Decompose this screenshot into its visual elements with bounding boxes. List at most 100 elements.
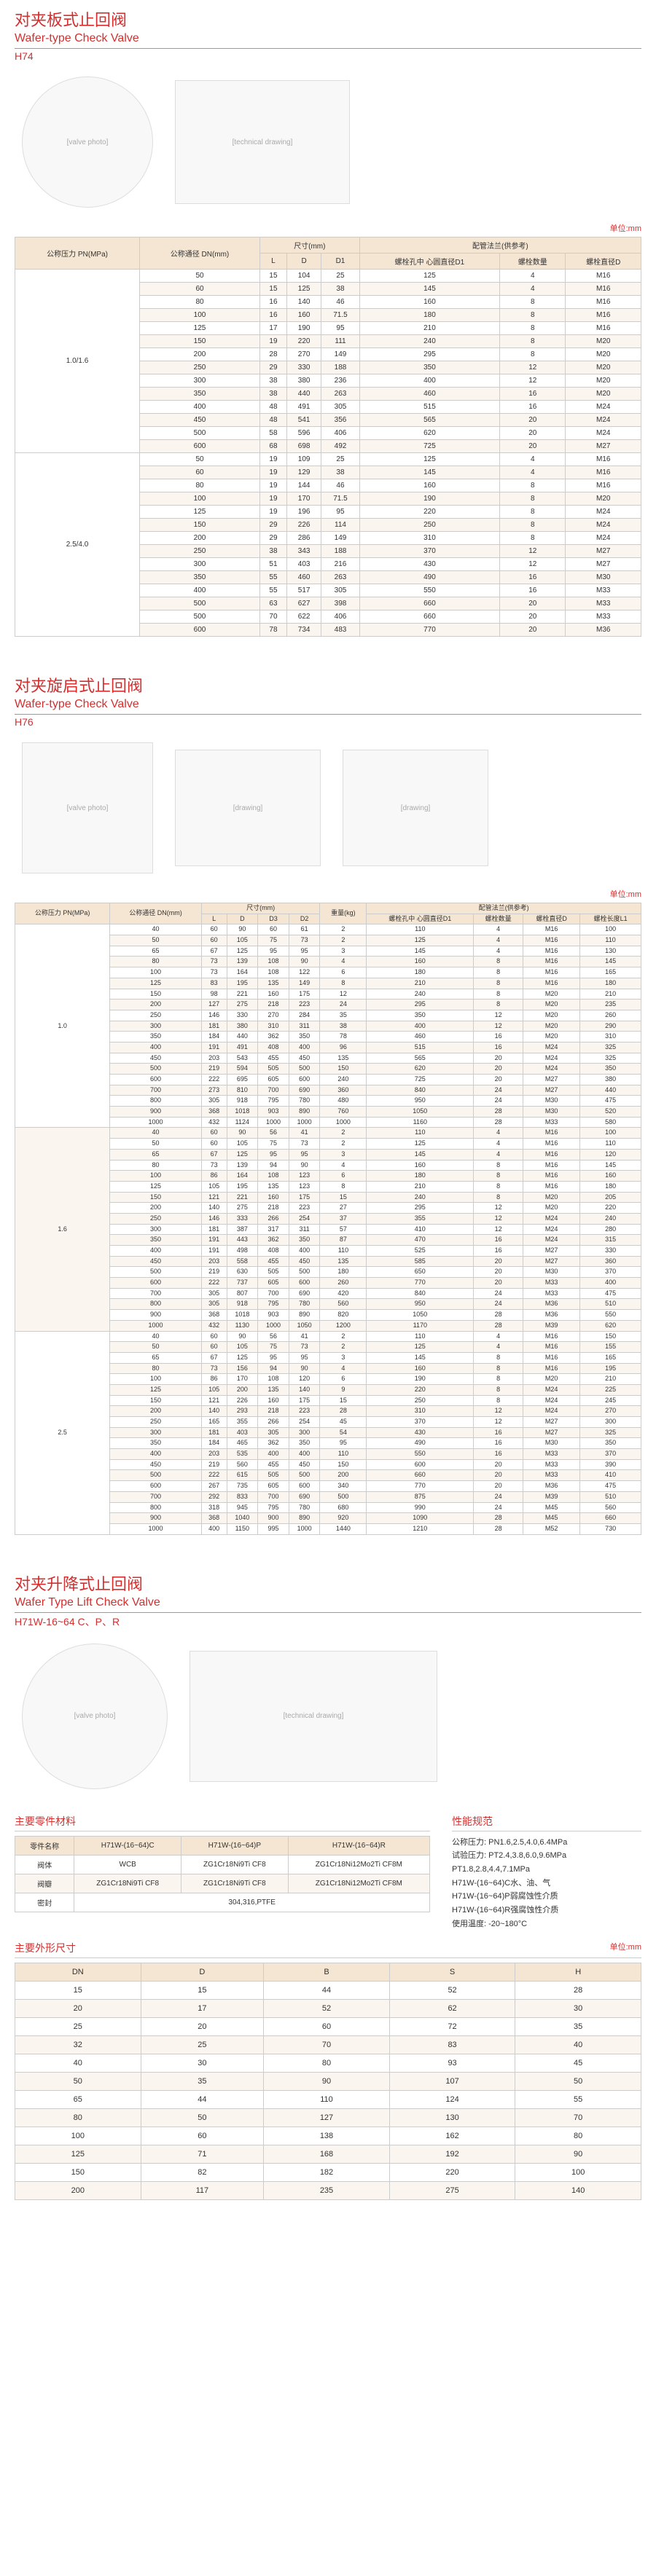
cell: 56 [258,1128,289,1139]
cell: 622 [286,610,321,624]
cell: 125 [110,1384,201,1395]
cell: 475 [580,1288,641,1299]
cell: 105 [227,1342,258,1353]
cell: 82 [141,2164,264,2182]
cell: 140 [515,2182,641,2200]
cell: 125 [140,506,260,519]
cell: 500 [110,1267,201,1278]
cell: 90 [289,957,320,967]
cell: 80 [110,1363,201,1374]
cell: M16 [523,1352,580,1363]
cell: 350 [580,1064,641,1075]
cell: 160 [258,989,289,1000]
cell: 500 [140,610,260,624]
cell: ZG1Cr18Ni12Mo2Ti CF8M [288,1855,429,1874]
cell: 408 [258,1246,289,1257]
cell: 510 [580,1299,641,1310]
cell: 28 [515,1982,641,2000]
section-h76: 对夹旋启式止回阀 Wafer-type Check Valve H76 [val… [0,666,656,1542]
cell: 8 [474,967,523,978]
h71-materials-col: 主要零件材料 零件名称H71W-(16~64)CH71W-(16~64)PH71… [15,1804,430,1931]
cell: 660 [359,610,500,624]
h76-model: H76 [15,716,641,728]
cell: 295 [367,1203,474,1214]
cell: 1000 [258,1117,289,1128]
cell: 123 [289,1171,320,1182]
cell: 406 [321,427,359,440]
cell: M20 [523,1203,580,1214]
cell: 138 [264,2127,390,2145]
cell: 125 [110,978,201,989]
table-row: 1257116819290 [15,2145,641,2164]
cell: 17 [259,322,286,335]
cell: 8 [474,1363,523,1374]
table-row: 50359010750 [15,2073,641,2091]
spec-list: 公称压力: PN1.6,2.5,4.0,6.4MPa试验压力: PT2.4,3.… [452,1836,641,1931]
cell: 760 [320,1107,367,1118]
cell: 1000 [258,1320,289,1331]
materials-heading: 主要零件材料 [15,1814,430,1831]
cell: 200 [227,1384,258,1395]
cell: 16 [474,1235,523,1246]
cell: 450 [289,1053,320,1064]
cell: 600 [289,1075,320,1085]
cell: 780 [289,1502,320,1513]
cell: 60 [201,1331,227,1342]
cell: 605 [258,1075,289,1085]
cell: 100 [140,309,260,322]
cell: 465 [227,1438,258,1449]
cell: 16 [474,1427,523,1438]
cell: 9 [320,1384,367,1395]
cell: 890 [289,1107,320,1118]
cell: 200 [110,1000,201,1010]
cell: 110 [367,1331,474,1342]
cell: 380 [286,374,321,388]
cell: 150 [140,519,260,532]
cell: 35 [141,2073,264,2091]
cell: 73 [201,1160,227,1171]
cell: 50 [110,935,201,946]
cell: 20 [474,1075,523,1085]
cell: 125 [359,453,500,466]
th-L: L [259,254,286,270]
cell: M16 [523,924,580,935]
cell: 305 [321,401,359,414]
cell: 12 [500,558,566,571]
cell: 820 [320,1310,367,1321]
cell: 220 [286,335,321,348]
cell: 356 [321,414,359,427]
cell: 68 [259,440,286,453]
table-row: 1.6406090564121104M16100 [15,1128,641,1139]
dim-heading-row: 主要外形尺寸 单位:mm [15,1941,641,1958]
cell: 90 [289,1160,320,1171]
cell: 355 [367,1213,474,1224]
cell: 480 [320,1096,367,1107]
cell: 260 [580,1010,641,1021]
cell: 105 [201,1181,227,1192]
cell: 190 [286,322,321,335]
cell: 117 [141,2182,264,2200]
cell: 565 [367,1053,474,1064]
cell: 8 [474,1395,523,1406]
cell: 8 [500,479,566,492]
table-row: 200117235275140 [15,2182,641,2200]
cell: 560 [580,1502,641,1513]
cell: 220 [389,2164,515,2182]
th-dim: 尺寸(mm) [259,237,359,254]
cell: 83 [201,978,227,989]
cell: 175 [289,989,320,1000]
cell: 50 [140,453,260,466]
cell: 16 [500,401,566,414]
cell: 94 [258,1160,289,1171]
cell: M16 [566,453,641,466]
h74-images: [valve photo] [technical drawing] [15,62,641,222]
cell: 140 [201,1203,227,1214]
cell: 25 [141,2036,264,2054]
cell: 660 [580,1513,641,1524]
cell: 密封 [15,1893,74,1912]
cell: M16 [523,946,580,957]
cell: 350 [110,1032,201,1042]
h76-tbody: 1.0406090606121104M161005060105757321254… [15,924,641,1534]
cell: 380 [580,1075,641,1085]
cell: 700 [110,1085,201,1096]
